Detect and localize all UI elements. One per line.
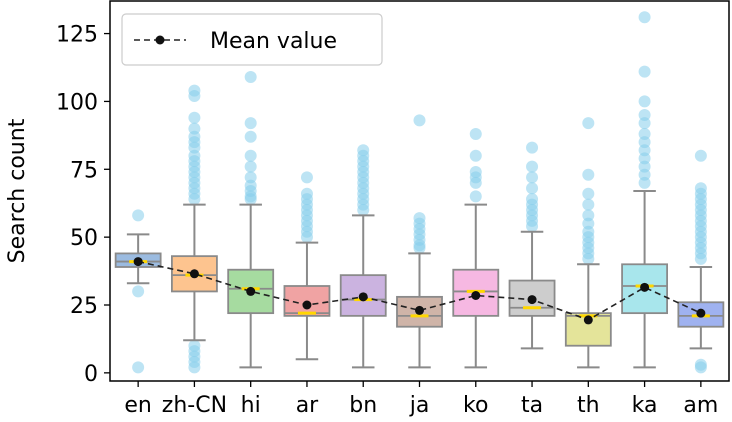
outlier-point [300, 171, 313, 184]
y-tick-label: 25 [70, 294, 98, 319]
box-ta [508, 230, 556, 350]
outlier-point [638, 176, 651, 189]
outlier-point [132, 209, 145, 222]
outlier-point [469, 176, 482, 189]
outlier-point [526, 171, 539, 184]
x-tick-label: hi [241, 393, 261, 418]
legend-label: Mean value [210, 29, 337, 54]
outlier-point [244, 71, 257, 83]
outlier-point [638, 117, 651, 130]
mean-marker [189, 269, 199, 279]
legend: Mean value [121, 13, 383, 66]
y-tick-label: 75 [70, 158, 98, 183]
outlier-point [188, 193, 201, 206]
x-axis: en zh-CN hi ar bn ja ko ta th ka am [124, 381, 718, 418]
outlier-point [526, 220, 539, 233]
outlier-point [244, 160, 257, 173]
outlier-point [413, 242, 426, 254]
x-tick-label: en [124, 393, 151, 418]
mean-line [137, 260, 702, 321]
outlier-point [188, 111, 201, 124]
outlier-point [526, 141, 539, 154]
mean-marker [696, 308, 706, 318]
outlier-point [244, 193, 257, 206]
x-tick-label: ja [409, 393, 430, 418]
outlier-point [582, 252, 595, 265]
outlier-point [188, 90, 201, 102]
x-tick-label: ko [463, 393, 488, 418]
outlier-point [638, 95, 651, 108]
outlier-point [582, 168, 595, 181]
legend-mean-marker [155, 35, 165, 45]
box-ka [621, 190, 669, 369]
y-tick-label: 125 [56, 23, 98, 48]
mean-marker [133, 257, 143, 267]
mean-marker [583, 315, 593, 325]
mean-marker [358, 292, 368, 302]
outlier-point [244, 130, 257, 143]
outlier-point [582, 198, 595, 211]
outlier-point [357, 204, 370, 216]
x-tick-label: ta [521, 393, 543, 418]
outlier-point [582, 187, 595, 200]
legend-box [121, 13, 383, 66]
outlier-point [638, 65, 651, 78]
y-axis: 0 25 50 75 100 125 [56, 23, 110, 387]
box-hi [227, 203, 275, 369]
y-axis-label: Search count [5, 118, 30, 263]
outlier-point [413, 114, 426, 127]
outlier-point [300, 231, 313, 244]
mean-marker [640, 282, 650, 292]
mean-line-group [133, 257, 706, 325]
outlier-point [188, 361, 201, 374]
outlier-point [694, 252, 707, 265]
outlier-point [132, 361, 145, 374]
outliers-group [132, 11, 707, 374]
x-tick-label: bn [349, 393, 377, 418]
mean-marker [527, 295, 537, 305]
outlier-point [694, 361, 707, 374]
outlier-point [132, 285, 145, 298]
mean-marker [415, 305, 424, 315]
x-tick-label: zh-CN [162, 393, 227, 418]
outlier-point [582, 117, 595, 130]
outlier-point [526, 182, 539, 195]
outlier-point [244, 117, 257, 130]
mean-marker [246, 286, 256, 296]
outlier-point [469, 128, 482, 140]
outlier-point [638, 11, 651, 24]
y-tick-label: 0 [84, 362, 98, 387]
x-tick-label: ar [296, 393, 319, 418]
box-am [677, 266, 725, 350]
x-tick-label: ka [632, 393, 658, 418]
mean-marker [302, 300, 312, 310]
box-ar [283, 241, 331, 361]
mean-marker [471, 291, 481, 300]
outlier-point [694, 149, 707, 162]
y-tick-label: 50 [70, 226, 98, 251]
outlier-point [526, 160, 539, 173]
outlier-point [244, 149, 257, 162]
outlier-point [469, 190, 482, 203]
outlier-point [469, 149, 482, 162]
x-tick-label: am [683, 393, 718, 418]
box-ko [452, 203, 500, 369]
x-tick-label: th [577, 393, 600, 418]
box-ja [396, 252, 443, 369]
box-bn [339, 214, 387, 369]
box-body [170, 255, 218, 293]
y-tick-label: 100 [56, 90, 98, 115]
